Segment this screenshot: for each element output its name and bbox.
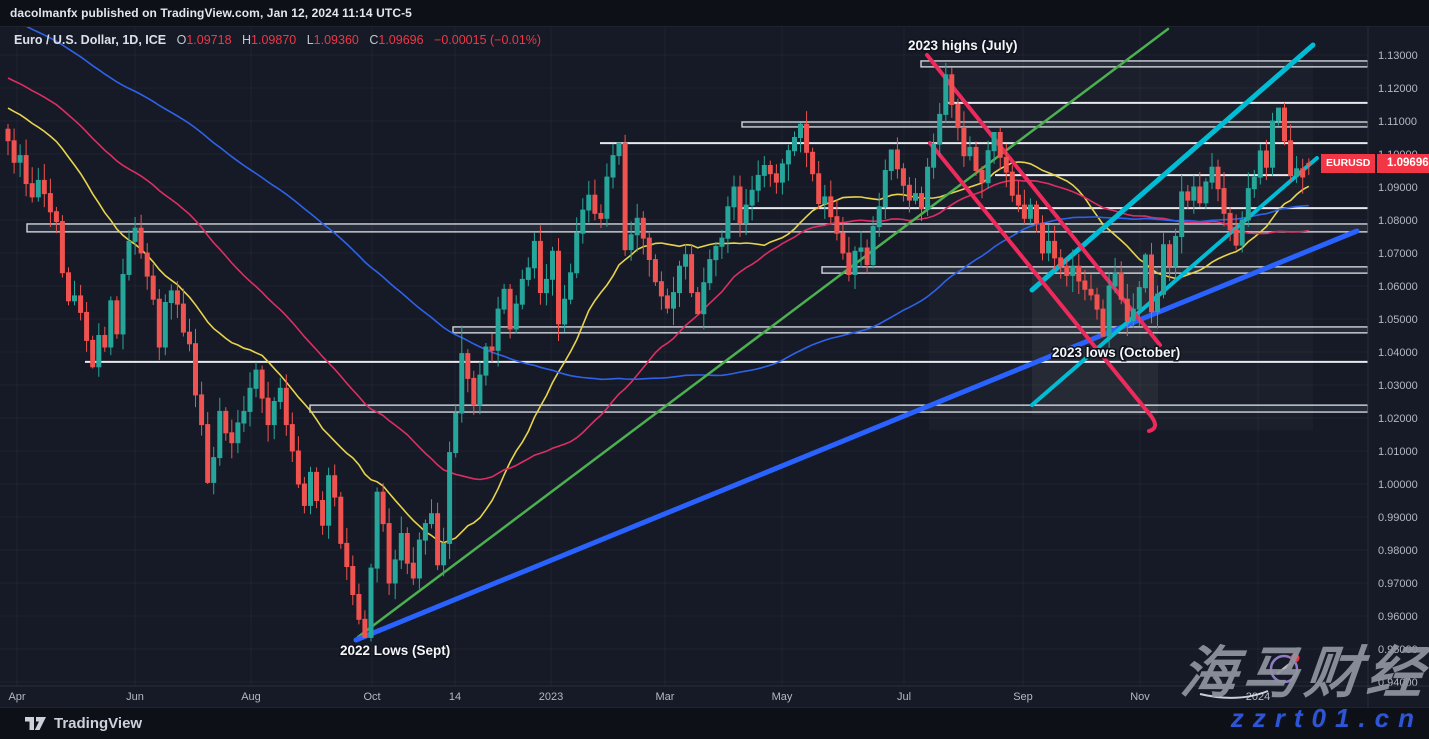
watermark-badge-icon: [1199, 653, 1300, 699]
time-tick: Jun: [126, 691, 144, 703]
time-tick: Aug: [241, 691, 261, 703]
price-tick: 0.98000: [1378, 545, 1418, 557]
annotation-label: 2023 highs (July): [908, 38, 1018, 53]
price-tick: 0.95000: [1378, 644, 1418, 656]
symbol-legend[interactable]: Euro / U.S. Dollar, 1D, ICE O1.09718 H1.…: [14, 33, 541, 47]
time-tick: Oct: [363, 691, 380, 703]
trendline-pink-channel-lower: [928, 141, 1157, 433]
price-tick: 0.97000: [1378, 578, 1418, 590]
symbol-title: Euro / U.S. Dollar, 1D, ICE: [14, 33, 167, 47]
footer-bar: TradingView: [0, 707, 1429, 739]
grid: [0, 27, 1368, 686]
open-value: 1.09718: [186, 33, 232, 47]
time-axis[interactable]: Apr Jun Aug Oct 14 2023 Mar May Jul Sep Nov 2024: [0, 685, 1429, 703]
tradingview-logo[interactable]: TradingView: [25, 715, 142, 732]
level-zone-nov22-zone: [309, 404, 1368, 413]
price-tick: 1.02000: [1378, 413, 1418, 425]
price-label-value: 1.09696: [1377, 154, 1429, 173]
time-tick: Mar: [656, 691, 675, 703]
price-tick: 1.12000: [1378, 83, 1418, 95]
price-tick: 1.06000: [1378, 281, 1418, 293]
price-tick: 0.96000: [1378, 611, 1418, 623]
low-label: L: [306, 33, 314, 47]
price-tick: 1.13000: [1378, 50, 1418, 62]
chart-annotations: 2023 highs (July) 2023 lows (October) 2022…: [339, 37, 1182, 660]
time-tick: Nov: [1130, 691, 1150, 703]
trendline-green-uptrend: [356, 27, 1170, 639]
sma-mid-line: [7, 77, 1309, 481]
pane-background: [0, 27, 1429, 686]
level-zone-2023-high-zone: [920, 60, 1368, 68]
annotation-label: 2023 lows (October): [1052, 345, 1180, 360]
price-label-symbol: EURUSD: [1321, 154, 1376, 173]
time-tick: 2024: [1246, 691, 1270, 703]
price-tick: 1.11000: [1378, 116, 1417, 128]
annotation-label: 2022 Lows (Sept): [340, 643, 450, 658]
low-value: 1.09360: [313, 33, 359, 47]
open-label: O: [176, 33, 187, 47]
sma-slow-line: [25, 27, 1309, 381]
price-tick: 1.08000: [1378, 215, 1418, 227]
close-label: C: [369, 33, 379, 47]
candles-up: [17, 62, 1300, 642]
price-tick: 1.00000: [1378, 479, 1418, 491]
trendline-blue-uptrend: [353, 228, 1360, 643]
time-tick: May: [772, 691, 793, 703]
price-tick: 1.03000: [1378, 380, 1418, 392]
time-tick: Apr: [8, 691, 25, 703]
trendline-cyan-channel-lower: [1030, 156, 1319, 407]
publisher-bar: dacolmanfx published on TradingView.com,…: [0, 0, 1429, 27]
price-tick: 1.01000: [1378, 446, 1418, 458]
sma-fast-line: [7, 107, 1310, 544]
level-zone-jun23-zone: [821, 266, 1368, 274]
time-tick: Jul: [897, 691, 911, 703]
level-zone-major-zone: [26, 223, 1368, 233]
time-tick: 2023: [539, 691, 563, 703]
publisher-text: dacolmanfx published on TradingView.com,…: [10, 6, 412, 20]
highlight-rects: [1032, 268, 1158, 415]
price-tick: 1.07000: [1378, 248, 1418, 260]
price-tick: 1.09000: [1378, 182, 1418, 194]
tradingview-logo-text: TradingView: [54, 715, 143, 732]
current-price-label: EURUSD 1.09696: [1321, 154, 1429, 173]
price-tick: 1.05000: [1378, 314, 1418, 326]
high-value: 1.09870: [251, 33, 297, 47]
moving-averages: [7, 27, 1310, 544]
change-value: −0.00015 (−0.01%): [434, 33, 542, 47]
tradingview-logo-icon: [25, 716, 46, 730]
close-value: 1.09696: [378, 33, 424, 47]
time-tick: 14: [449, 691, 461, 703]
high-label: H: [242, 33, 252, 47]
level-zone-may23-zone: [741, 121, 1368, 128]
price-tick: 0.94000: [1378, 677, 1418, 689]
price-tick: 1.04000: [1378, 347, 1418, 359]
trendlines[interactable]: [353, 27, 1360, 643]
candles-down: [5, 67, 1312, 638]
price-tick: 0.99000: [1378, 512, 1418, 524]
level-zone-oct23-zone: [452, 326, 1368, 334]
time-tick: Sep: [1013, 691, 1033, 703]
trendline-cyan-channel-upper: [1029, 42, 1316, 293]
